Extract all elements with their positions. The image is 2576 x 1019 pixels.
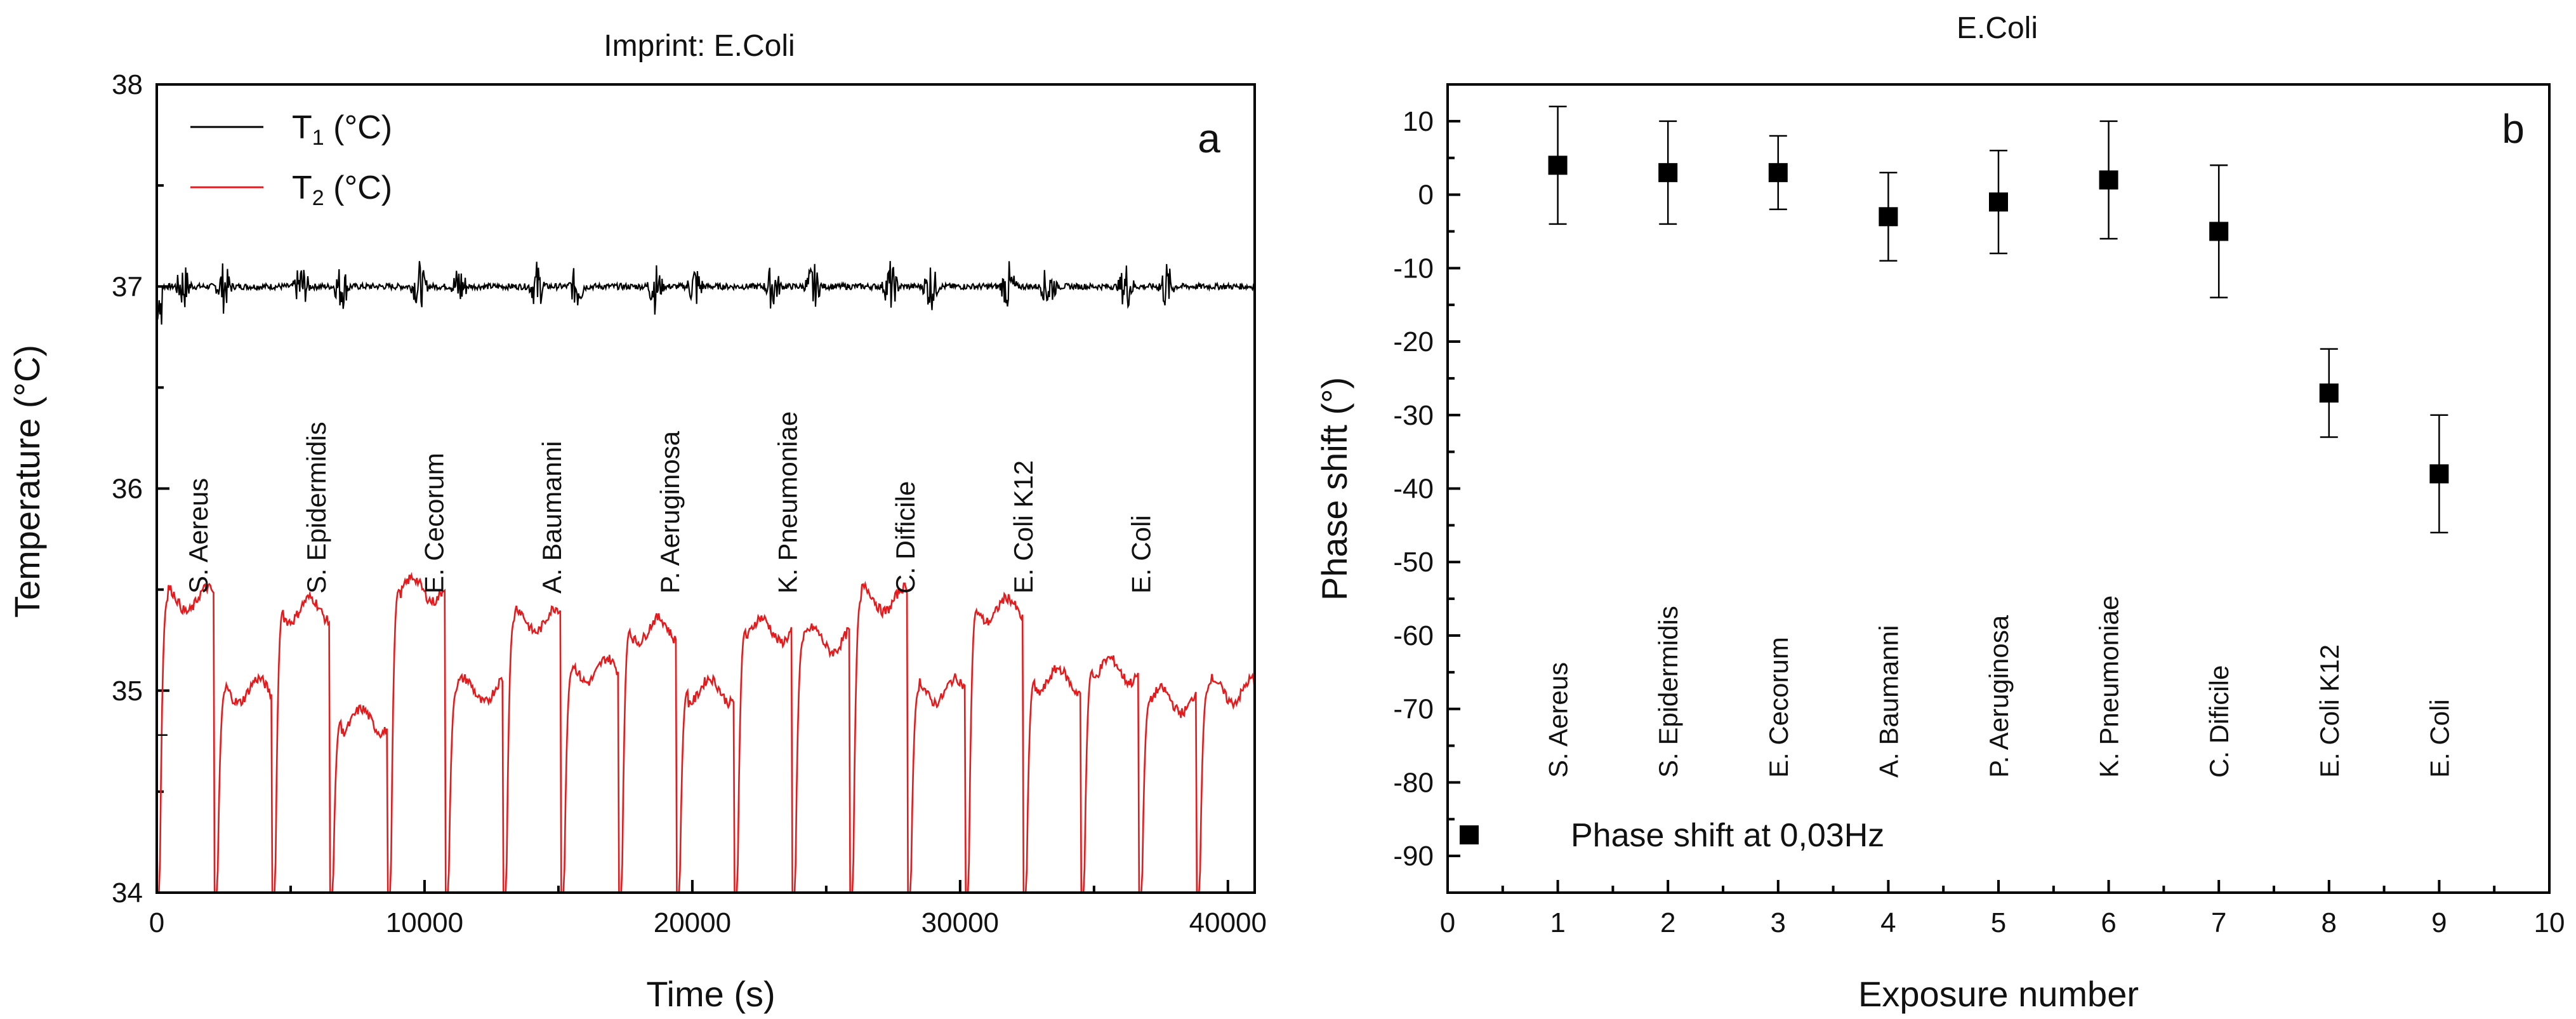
y-tick-label: -50: [1393, 547, 1434, 578]
exposure-label: E. Coli: [1126, 515, 1156, 594]
x-tick-label: 3: [1771, 907, 1786, 938]
category-label: A. Baumanni: [1873, 625, 1903, 778]
legend-t2-label: T2 (°C): [292, 170, 392, 210]
y-tick-label: 10: [1403, 106, 1434, 137]
series-t2-line: [157, 571, 1256, 894]
category-label: S. Epidermidis: [1653, 606, 1683, 778]
panel-a-ticks: 34 35 36 37 38 0 10000 20000 30000 40000: [112, 69, 1267, 938]
y-tick-label: 35: [112, 676, 143, 707]
data-point: [2319, 348, 2339, 438]
panel-b-frame: [1446, 83, 2551, 894]
data-point: [1768, 135, 1788, 210]
data-point: [1548, 105, 1568, 225]
category-label: S. Aereus: [1543, 662, 1573, 778]
panel-b-points: [1548, 105, 2449, 534]
y-tick-label: -20: [1393, 326, 1434, 357]
data-point: [2209, 164, 2229, 298]
x-tick-label: 6: [2101, 907, 2116, 938]
point-marker: [2429, 464, 2449, 484]
category-label: E. Cecorum: [1764, 637, 1793, 778]
y-tick-label: -60: [1393, 620, 1434, 651]
panel-b-ticks: 10 0 -10 -20 -30 -40 -50 -60 -70 -80 -90 0 1 2 3 4 5 6 7 8 9…: [1393, 106, 2565, 938]
y-tick-label: 37: [112, 271, 143, 302]
panel-b: E.Coli b Exposure number Phase shift (°)…: [1314, 11, 2565, 1014]
x-tick-label: 10: [2534, 907, 2565, 938]
x-tick-label: 0: [1440, 907, 1455, 938]
x-tick-label: 0: [149, 907, 164, 938]
y-tick-label: 36: [112, 474, 143, 505]
data-point: [1658, 120, 1678, 225]
category-label: C. Dificile: [2204, 665, 2234, 778]
point-marker: [2099, 170, 2118, 190]
panel-b-category-labels: S. Aereus S. Epidermidis E. Cecorum A. Baum…: [1543, 596, 2455, 778]
y-tick-label: 34: [112, 877, 143, 909]
panel-b-title: E.Coli: [1957, 11, 2038, 45]
x-tick-label: 10000: [386, 907, 463, 938]
y-tick-label: -90: [1393, 841, 1434, 872]
point-marker: [1658, 163, 1678, 182]
data-point: [1879, 171, 1898, 262]
point-marker: [1989, 192, 2008, 212]
exposure-label: C. Dificile: [890, 481, 920, 594]
y-tick-label: -30: [1393, 400, 1434, 431]
category-label: E. Coli: [2424, 699, 2454, 778]
data-point: [2429, 414, 2449, 534]
y-tick-label: 0: [1418, 180, 1434, 211]
series-t1-line: [155, 261, 1255, 325]
exposure-label: S. Aereus: [183, 478, 213, 594]
panel-b-xlabel: Exposure number: [1858, 974, 2139, 1014]
legend-phase-shift-marker: [1460, 825, 1479, 844]
data-point: [2099, 120, 2118, 240]
panel-a-legend: T1 (°C) T2 (°C): [190, 109, 392, 210]
panel-a-frame: [155, 83, 1256, 894]
category-label: E. Coli K12: [2315, 644, 2344, 778]
y-tick-label: 38: [112, 69, 143, 100]
category-label: P. Aeruginosa: [1984, 615, 2014, 778]
y-tick-label: -80: [1393, 767, 1434, 798]
x-tick-label: 9: [2431, 907, 2447, 938]
legend-phase-shift-label: Phase shift at 0,03Hz: [1571, 817, 1884, 854]
exposure-label: K. Pneumoniae: [772, 411, 802, 594]
panel-a-exposure-labels: S. Aereus S. Epidermidis E. Cecorum A. Baum…: [183, 411, 1156, 594]
x-tick-label: 2: [1660, 907, 1675, 938]
point-marker: [1768, 163, 1788, 182]
y-tick-label: -70: [1393, 694, 1434, 725]
legend-t1-label: T1 (°C): [292, 109, 392, 150]
exposure-label: S. Epidermidis: [301, 422, 331, 594]
panel-a-label: a: [1198, 116, 1220, 161]
panel-a-xlabel: Time (s): [646, 974, 775, 1014]
x-tick-label: 4: [1880, 907, 1896, 938]
panel-b-ylabel: Phase shift (°): [1314, 377, 1354, 601]
point-marker: [1548, 156, 1568, 175]
panel-b-legend: Phase shift at 0,03Hz: [1460, 817, 1884, 854]
x-tick-label: 20000: [654, 907, 731, 938]
x-tick-label: 30000: [921, 907, 999, 938]
x-tick-label: 5: [1991, 907, 2006, 938]
y-tick-label: -10: [1393, 253, 1434, 284]
x-tick-label: 40000: [1189, 907, 1267, 938]
panel-a: Imprint: E.Coli a Time (s) Temperature (…: [7, 29, 1267, 1014]
category-label: K. Pneumoniae: [2094, 596, 2124, 778]
exposure-label: A. Baumanni: [537, 441, 567, 594]
x-tick-label: 1: [1550, 907, 1565, 938]
exposure-label: E. Coli K12: [1008, 460, 1038, 594]
exposure-label: P. Aeruginosa: [655, 430, 685, 594]
panel-a-series: [155, 261, 1256, 894]
panel-b-label: b: [2502, 106, 2525, 152]
panel-a-ylabel: Temperature (°C): [7, 345, 47, 618]
x-tick-label: 8: [2322, 907, 2337, 938]
exposure-label: E. Cecorum: [419, 453, 449, 594]
y-tick-label: -40: [1393, 474, 1434, 505]
panel-a-title: Imprint: E.Coli: [604, 29, 795, 63]
point-marker: [1879, 207, 1898, 227]
point-marker: [2209, 222, 2229, 241]
point-marker: [2319, 383, 2339, 403]
data-point: [1989, 149, 2008, 255]
x-tick-label: 7: [2211, 907, 2226, 938]
